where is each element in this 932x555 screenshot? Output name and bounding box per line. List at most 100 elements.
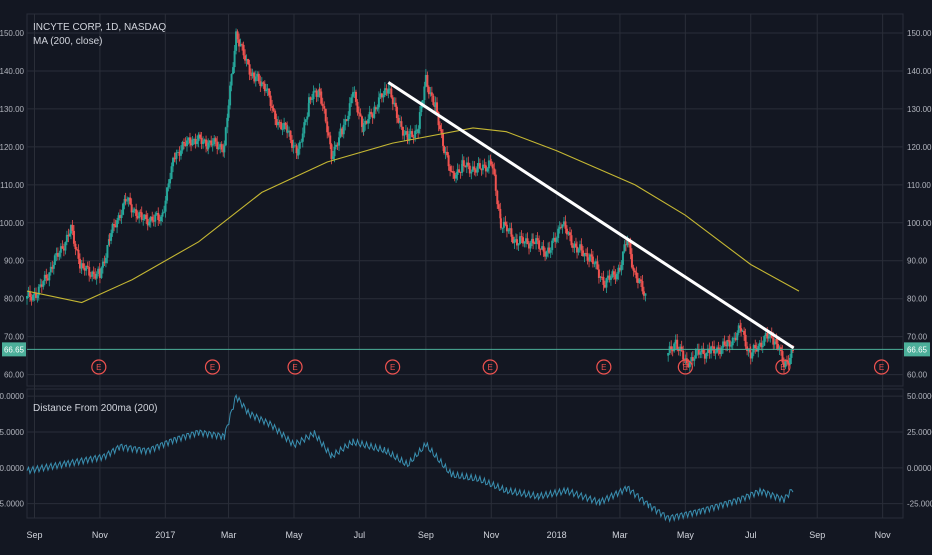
time-axis-label: Mar (221, 530, 237, 540)
price-candle (600, 276, 603, 278)
price-candle (401, 126, 404, 136)
price-candle (208, 140, 211, 143)
price-candle (406, 137, 409, 141)
price-candle (157, 212, 160, 220)
price-candle (680, 346, 683, 351)
price-candle (245, 59, 248, 61)
price-candle (740, 328, 743, 332)
price-candle (214, 138, 217, 142)
price-candle (283, 122, 286, 130)
price-candle (238, 39, 241, 47)
price-candle (222, 149, 225, 153)
price-candle (32, 294, 35, 301)
oscillator-tick-label-left: 0.0000 (0, 464, 25, 473)
price-candle (390, 88, 393, 98)
price-candle (782, 362, 785, 368)
price-candle (682, 350, 685, 360)
price-candle (29, 291, 32, 298)
price-candle (741, 330, 744, 332)
price-candle (785, 359, 788, 362)
price-candle (590, 254, 593, 257)
price-candle (163, 211, 166, 213)
price-candle (280, 122, 283, 130)
price-badge-right (904, 342, 930, 357)
price-candle (307, 103, 310, 117)
price-candle (554, 237, 557, 242)
price-candle (618, 267, 621, 271)
price-candle (519, 236, 522, 244)
price-candle (626, 239, 629, 246)
price-candle (531, 238, 534, 243)
price-candle (338, 137, 341, 146)
price-candle (501, 227, 504, 229)
price-candle (580, 244, 583, 251)
price-candle (120, 214, 123, 218)
price-candle (88, 267, 91, 276)
price-candle (176, 151, 179, 153)
price-candle (104, 257, 107, 264)
price-candle (522, 237, 525, 244)
price-candle (395, 106, 398, 119)
price-candle (367, 119, 370, 124)
price-candle (286, 125, 289, 133)
price-candle (736, 332, 739, 341)
price-candle (271, 105, 274, 108)
price-candle (253, 77, 256, 82)
price-candle (342, 124, 345, 135)
price-candle (599, 276, 602, 278)
time-axis-label: Mar (612, 530, 628, 540)
price-candle (499, 208, 502, 219)
price-candle (130, 204, 133, 213)
price-candle (116, 220, 119, 228)
price-candle (674, 339, 677, 344)
price-candle (397, 118, 400, 123)
price-candle (132, 210, 135, 213)
price-candle (552, 237, 555, 241)
price-candle (197, 134, 200, 142)
time-axis-label: Nov (875, 530, 892, 540)
price-candle (85, 265, 88, 271)
price-candle (685, 358, 688, 364)
price-candle (725, 344, 728, 347)
price-candle (404, 131, 407, 135)
price-candle (179, 150, 182, 156)
price-candle (269, 95, 272, 106)
price-candle (424, 74, 427, 87)
price-candle (716, 347, 719, 353)
price-candle (110, 233, 113, 241)
price-candle (582, 250, 585, 257)
price-candle (677, 349, 680, 351)
price-candle (772, 337, 775, 345)
price-candle (92, 271, 95, 274)
price-candle (83, 268, 86, 271)
oscillator-tick-label-right: 25.0000 (907, 428, 932, 437)
time-axis-label: Sep (809, 530, 825, 540)
price-candle (420, 105, 423, 113)
price-candle (26, 296, 28, 299)
price-candle (778, 347, 781, 350)
price-tick-label-left: 100.00 (0, 219, 25, 228)
price-candle (213, 138, 216, 145)
price-candle (676, 339, 679, 350)
price-candle (348, 103, 351, 116)
price-candle (145, 214, 148, 220)
earnings-marker (775, 359, 791, 375)
price-candle (624, 244, 627, 246)
price-candle (579, 244, 582, 249)
price-candle (568, 232, 571, 236)
price-candle (43, 274, 46, 282)
price-candle (318, 88, 321, 92)
price-candle (484, 165, 487, 172)
price-candle (286, 130, 289, 133)
trendline (387, 81, 795, 350)
price-candle (766, 333, 769, 339)
price-candle (502, 221, 505, 228)
price-candle (124, 198, 127, 202)
price-candle (623, 244, 626, 252)
price-candle (436, 102, 439, 113)
price-candle (190, 143, 193, 146)
price-candle (265, 89, 268, 92)
price-candle (726, 340, 729, 347)
price-candle (135, 209, 138, 216)
price-candle (327, 132, 330, 136)
